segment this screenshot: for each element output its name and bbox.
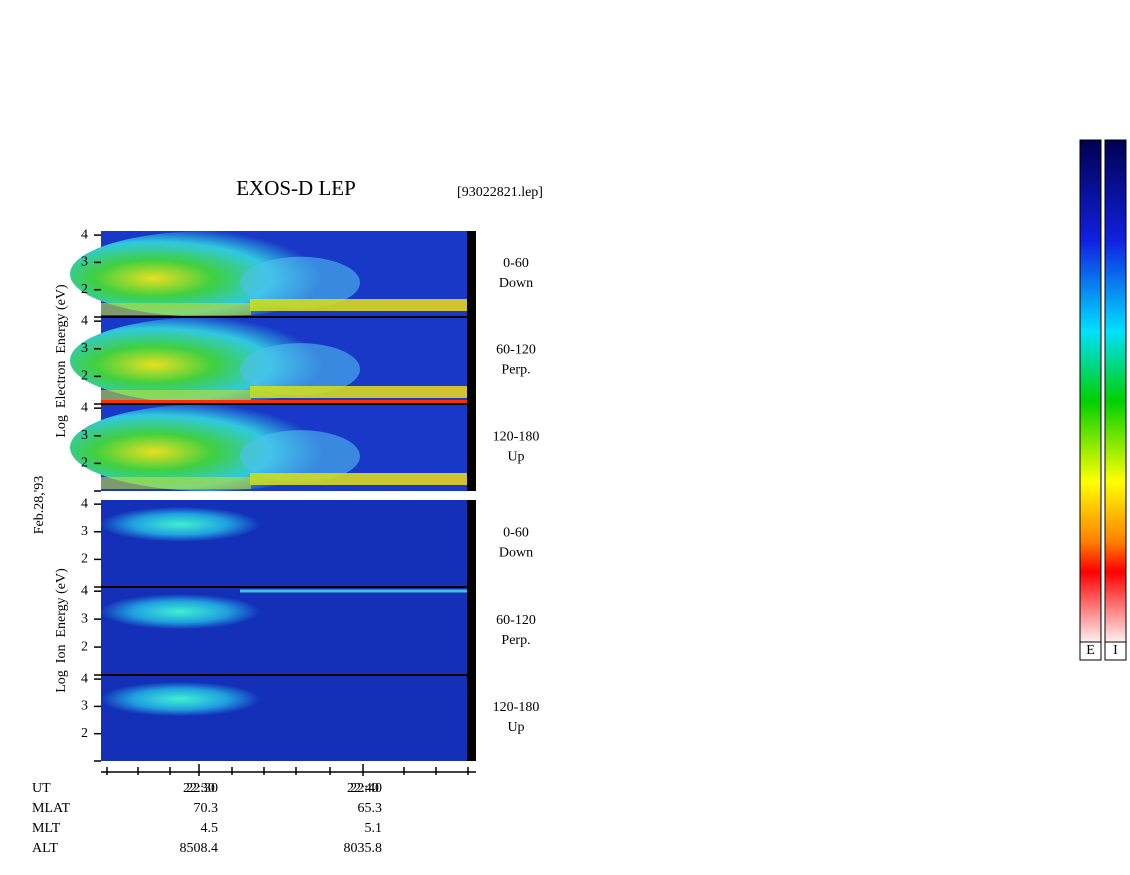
spectrogram-feature <box>240 256 360 309</box>
y-tick-label: 3 <box>81 255 88 270</box>
spectrogram-feature <box>101 477 251 489</box>
panel-direction: Down <box>499 276 533 291</box>
panel-direction: Down <box>499 546 533 561</box>
chart-title: EXOS-D LEP <box>236 176 356 200</box>
spectrogram-feature <box>250 299 467 311</box>
spectrograms <box>70 231 467 761</box>
ephemeris-value: 22:40 <box>350 781 382 796</box>
panel-angle: 120-180 <box>493 700 540 715</box>
spectrogram-feature <box>250 386 467 398</box>
colorbar <box>1079 139 1102 643</box>
y-tick-label: 4 <box>81 671 88 686</box>
panel-angle: 60-120 <box>496 613 536 628</box>
panel-direction: Perp. <box>501 633 530 648</box>
file-name: [93022821.lep] <box>457 185 543 200</box>
ephemeris-name: MLT <box>32 821 61 836</box>
colorbar <box>1104 139 1127 643</box>
y-tick-label: 3 <box>81 524 88 539</box>
edge-strip <box>467 500 476 761</box>
colorbar-label-box <box>1079 641 1102 661</box>
y-tick-label: 4 <box>81 496 88 511</box>
colorbar-label: E <box>1086 643 1095 658</box>
ephemeris-name: MLAT <box>32 801 71 816</box>
spectrogram-feature <box>100 506 260 542</box>
y-tick-label: 3 <box>81 428 88 443</box>
y-tick-label: 3 <box>81 341 88 356</box>
y-tick-label: 4 <box>81 227 88 242</box>
ephemeris-value: 22:30 <box>186 781 218 796</box>
panel-angle: 120-180 <box>493 430 540 445</box>
panel-direction: Up <box>507 450 524 465</box>
ephemeris-value: 8035.8 <box>344 841 383 856</box>
x-tick-label: 22:30 <box>183 781 215 796</box>
x-tick-label: 22:40 <box>347 781 379 796</box>
panel-angle: 60-120 <box>496 343 536 358</box>
spectrogram-feature <box>250 473 467 485</box>
y-tick-label: 3 <box>81 611 88 626</box>
colorbar-label-box <box>1104 641 1127 661</box>
y-tick-label: 4 <box>81 583 88 598</box>
panel-angle: 0-60 <box>503 256 529 271</box>
spectrogram-feature <box>100 681 260 717</box>
ephemeris-value: 70.3 <box>194 801 219 816</box>
y-tick-label: 2 <box>81 726 88 741</box>
ephemeris-value: 4.5 <box>201 821 219 836</box>
spectrogram-feature <box>101 390 251 402</box>
panel-direction: Up <box>507 720 524 735</box>
y-tick-label: 3 <box>81 699 88 714</box>
ephemeris-value: 5.1 <box>365 821 383 836</box>
spectrogram-feature <box>240 430 360 483</box>
ephemeris-value: 65.3 <box>358 801 383 816</box>
colorbar-label: I <box>1113 643 1118 658</box>
ephemeris-value: 8508.4 <box>180 841 219 856</box>
spectrogram-feature <box>101 400 467 404</box>
panel-angle: 0-60 <box>503 526 529 541</box>
y-tick-label: 2 <box>81 639 88 654</box>
y-tick-label: 4 <box>81 400 88 415</box>
y-axis-label: Log Electron Energy (eV) <box>54 284 69 438</box>
ephemeris-name: UT <box>32 781 51 796</box>
y-axis-label: Log Ion Energy (eV) <box>54 568 69 693</box>
minor-ticks <box>106 767 469 775</box>
ephemeris-name: ALT <box>32 841 58 856</box>
date-label: Feb.28,'93 <box>32 476 47 535</box>
spectrogram-feature <box>240 343 360 396</box>
spectrogram-feature <box>101 303 251 315</box>
y-tick-label: 2 <box>81 282 88 297</box>
spectrogram-feature <box>100 594 260 630</box>
y-tick-label: 2 <box>81 456 88 471</box>
y-tick-label: 4 <box>81 313 88 328</box>
y-tick-label: 2 <box>81 552 88 567</box>
edge-strip <box>467 231 476 491</box>
y-tick-label: 2 <box>81 369 88 384</box>
panel-direction: Perp. <box>501 363 530 378</box>
